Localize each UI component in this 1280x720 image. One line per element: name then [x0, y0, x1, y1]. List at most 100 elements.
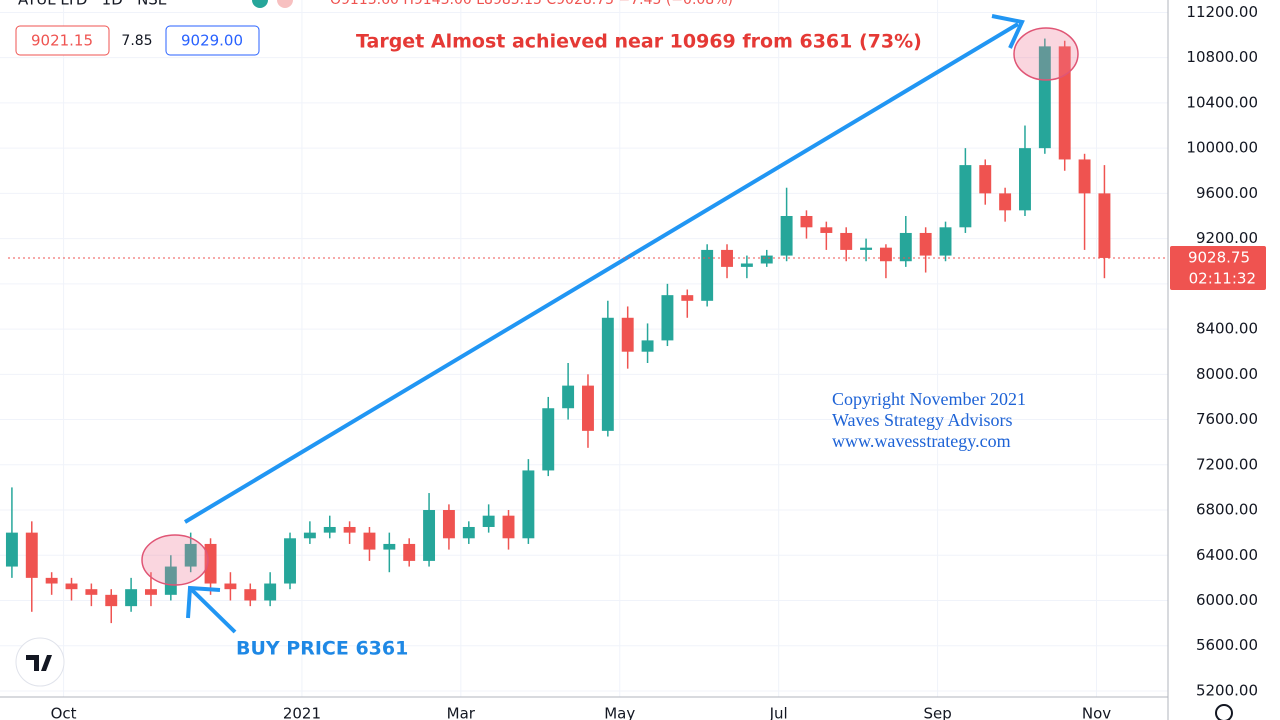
- bid-box[interactable]: [15, 25, 110, 56]
- y-tick-label: 10800.00: [1186, 48, 1258, 66]
- last-price: 9028.75 02:11:32: [8, 245, 1266, 290]
- y-tick-label: 8000.00: [1196, 365, 1258, 383]
- candle-body: [621, 317, 634, 352]
- candle-body: [264, 583, 277, 601]
- candle-body: [939, 227, 952, 256]
- settings[interactable]: [1215, 704, 1233, 720]
- copyright: Waves Strategy Advisors: [832, 410, 1013, 430]
- candle-body: [244, 589, 257, 601]
- candle-body: [522, 470, 535, 539]
- candle-body: [1038, 46, 1051, 149]
- candle-body: [164, 566, 177, 595]
- candle-body: [105, 594, 118, 607]
- y-tick-label: 6000.00: [1196, 591, 1258, 609]
- candle-body: [1078, 159, 1091, 194]
- candle-body: [860, 247, 873, 250]
- y-tick-label: 5200.00: [1196, 681, 1258, 699]
- candle-body: [363, 532, 376, 550]
- candle-body: [979, 165, 992, 194]
- arrow-head: [186, 585, 221, 619]
- candles: [5, 38, 1111, 624]
- candle-body: [760, 255, 773, 264]
- candle-body: [383, 543, 396, 550]
- x-tick-label: Nov: [1082, 705, 1111, 720]
- y-tick-label: 9600.00: [1196, 184, 1258, 202]
- status-dot: [277, 0, 293, 8]
- y-tick-label: 5600.00: [1196, 636, 1258, 654]
- candle-body: [145, 589, 157, 595]
- candle-body: [423, 510, 436, 561]
- candle-body: [5, 532, 18, 567]
- candle-body: [999, 193, 1012, 211]
- arrow-head: [991, 14, 1025, 49]
- buy-ellipse: [141, 534, 209, 586]
- y-tick-label: 11200.00: [1186, 3, 1258, 21]
- trend-arrow: [183, 22, 1020, 524]
- target-ellipse: [1013, 27, 1079, 81]
- candle-body: [65, 583, 78, 590]
- last-price-label: 9028.75: [1188, 248, 1250, 266]
- candle-body: [482, 515, 495, 527]
- x-tick-label: May: [604, 705, 635, 720]
- candle-body: [462, 526, 475, 539]
- candle-body: [403, 543, 416, 561]
- candle-body: [601, 317, 614, 431]
- candle-body: [661, 295, 674, 341]
- candle-body: [1019, 148, 1031, 211]
- buy-arrow: [190, 588, 237, 634]
- candle-body: [323, 526, 336, 533]
- candle-body: [899, 232, 912, 262]
- ask-box[interactable]: [165, 25, 260, 56]
- target-annotation: Target Almost achieved near 10969 from 6…: [356, 31, 922, 53]
- copyright: Copyright November 2021: [832, 389, 1026, 409]
- candle-body: [25, 532, 38, 578]
- candle-body: [542, 408, 555, 471]
- buy-annotation: BUY PRICE 6361: [236, 638, 408, 660]
- x-tick-label: Jul: [769, 705, 788, 720]
- logo[interactable]: [15, 637, 65, 687]
- candle-body: [701, 249, 714, 301]
- candle-body: [562, 385, 575, 409]
- candle-body: [184, 543, 197, 567]
- candle-body: [502, 515, 515, 539]
- x-tick-label: 2021: [283, 705, 321, 720]
- symbol: ATUL LTD · 1D · NSE: [18, 0, 167, 9]
- candle-body: [780, 215, 793, 256]
- copyright: www.wavesstrategy.com: [832, 431, 1011, 451]
- candle-body: [85, 589, 98, 595]
- x-tick-label: Oct: [51, 705, 77, 720]
- candle-body: [343, 526, 356, 533]
- ohlc: O9113.60 H9143.00 L8985.15 C9028.75 −7.4…: [330, 0, 733, 8]
- y-tick-label: 8400.00: [1196, 320, 1258, 338]
- candle-body: [740, 263, 753, 267]
- candle-body: [45, 577, 58, 584]
- candle-body: [1098, 193, 1111, 258]
- candle-body: [284, 538, 296, 584]
- grid: [0, 0, 1168, 697]
- axes: 5200.00 5600.00 6000.00 6400.00 6800.00 7200.…: [51, 3, 1258, 720]
- candle-body: [582, 385, 594, 431]
- y-tick-label: 6800.00: [1196, 501, 1258, 519]
- y-tick-label: 7200.00: [1196, 455, 1258, 473]
- status-dot: [252, 0, 268, 8]
- candle-body: [800, 215, 813, 228]
- candle-body: [204, 543, 217, 584]
- y-tick-label: 9200.00: [1196, 229, 1258, 247]
- y-tick-label: 6400.00: [1196, 546, 1258, 564]
- y-tick-label: 7600.00: [1196, 410, 1258, 428]
- candle-body: [442, 510, 455, 539]
- candle-body: [721, 249, 733, 267]
- candle-body: [224, 583, 237, 590]
- candle-body: [879, 247, 892, 262]
- logo-mark: [26, 655, 52, 671]
- last-price-box: [1170, 245, 1266, 290]
- x-tick-label: Mar: [447, 705, 476, 720]
- ask: 9029.00: [181, 32, 243, 50]
- candle-body: [820, 227, 833, 233]
- x-tick-label: Sep: [923, 705, 951, 720]
- candle-body: [125, 589, 138, 607]
- spread: 7.85: [121, 33, 152, 49]
- y-tick-label: 10400.00: [1186, 93, 1258, 111]
